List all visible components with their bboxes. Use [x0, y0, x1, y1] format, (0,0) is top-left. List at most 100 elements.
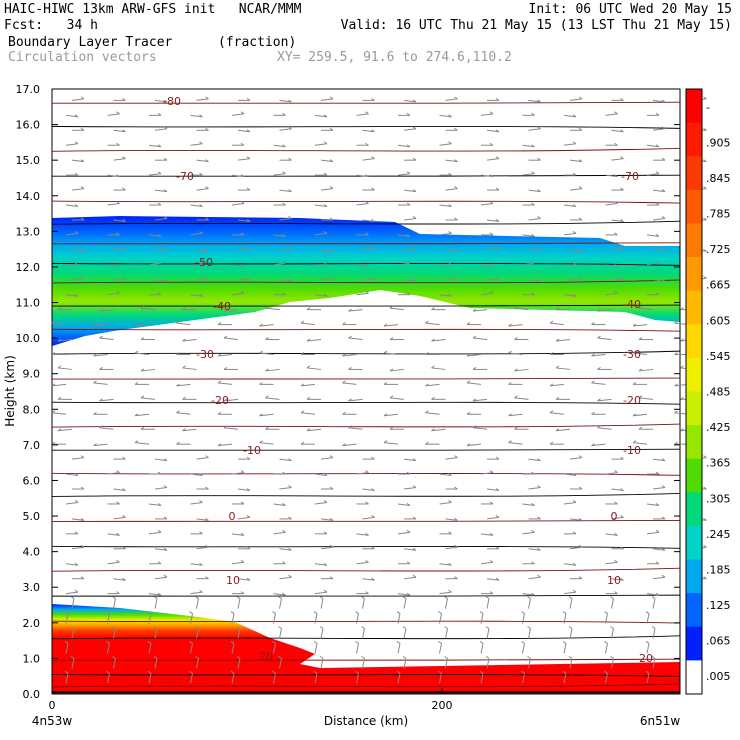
- vector-arrow: [99, 337, 114, 341]
- vector-arrowhead: [342, 353, 346, 357]
- contour-line: [51, 448, 681, 451]
- vector-arrowhead: [651, 655, 656, 659]
- vector-arrow: [65, 143, 79, 146]
- vector-arrowhead: [64, 611, 69, 614]
- vector-arrowhead: [205, 159, 209, 163]
- vector-arrowhead: [140, 426, 145, 430]
- vector-arrowhead: [620, 129, 624, 133]
- vector-arrowhead: [288, 278, 292, 282]
- vector-arrow: [480, 203, 494, 206]
- vector-arrowhead: [93, 353, 97, 357]
- vector-arrowhead: [549, 410, 554, 414]
- vector-arrowhead: [195, 596, 199, 600]
- contour-line: [51, 350, 681, 355]
- vector-arrowhead: [508, 323, 512, 327]
- vector-arrowhead: [578, 544, 583, 548]
- contour-line: [51, 620, 681, 624]
- vector-arrow: [279, 458, 292, 462]
- vector-arrow: [611, 219, 624, 222]
- vector-arrowhead: [157, 202, 162, 206]
- vector-arrow: [403, 628, 407, 639]
- vector-arrow: [190, 294, 203, 297]
- vector-arrowhead: [472, 308, 477, 312]
- vector-arrow: [397, 593, 411, 596]
- vector-arrow: [314, 143, 328, 146]
- colorbar-label: .485: [706, 386, 731, 399]
- vector-arrow: [154, 576, 168, 580]
- colorbar-swatch: [686, 626, 702, 661]
- colorbar-label: .665: [706, 279, 731, 292]
- vector-arrowhead: [655, 529, 660, 533]
- vector-arrowhead: [365, 559, 369, 563]
- vector-arrowhead: [282, 171, 286, 175]
- vector-arrowhead: [568, 655, 573, 659]
- vector-arrowhead: [189, 641, 193, 644]
- vector-arrow: [439, 204, 452, 208]
- vector-arrow: [107, 203, 120, 206]
- vector-arrowhead: [620, 277, 624, 281]
- vector-arrowhead: [655, 471, 660, 475]
- vector-arrow: [190, 232, 203, 236]
- vector-arrow: [237, 129, 251, 133]
- vector-arrowhead: [448, 473, 452, 476]
- vector-arrow: [569, 598, 573, 609]
- vector-arrowhead: [223, 367, 228, 370]
- vector-arrow: [597, 427, 612, 430]
- vector-arrowhead: [259, 413, 263, 417]
- vector-arrowhead: [597, 425, 601, 429]
- vector-arrow: [528, 576, 541, 580]
- vector-arrow: [182, 367, 197, 370]
- vector-arrow: [65, 114, 79, 118]
- vector-arrow: [652, 458, 666, 462]
- vector-arrowhead: [597, 398, 601, 402]
- vector-arrow: [397, 262, 411, 266]
- vector-arrow: [190, 143, 203, 146]
- vector-arrowhead: [329, 159, 334, 163]
- vector-arrowhead: [240, 201, 245, 204]
- vector-arrowhead: [425, 410, 429, 414]
- vector-arrow: [71, 628, 75, 639]
- vector-arrowhead: [383, 381, 388, 385]
- vector-arrowhead: [703, 576, 707, 580]
- vector-arrowhead: [323, 172, 328, 176]
- vector-arrowhead: [431, 338, 435, 342]
- vector-arrowhead: [479, 670, 484, 674]
- vector-arrow: [597, 309, 612, 312]
- contour-label: -20: [211, 394, 229, 407]
- vector-arrow: [231, 113, 245, 116]
- vector-arrowhead: [157, 171, 162, 175]
- vector-arrowhead: [246, 577, 251, 581]
- vector-arrowhead: [157, 112, 162, 116]
- vector-arrow: [279, 576, 292, 580]
- contour-line: [51, 242, 681, 245]
- vector-arrowhead: [157, 292, 162, 296]
- vector-arrow: [273, 673, 276, 684]
- vector-arrowhead: [431, 396, 435, 400]
- vector-arrow: [190, 613, 193, 624]
- vector-arrow: [362, 129, 375, 133]
- vector-arrowhead: [112, 596, 116, 600]
- vector-arrow: [113, 129, 126, 133]
- vector-arrowhead: [288, 547, 292, 551]
- vector-arrow: [148, 643, 152, 654]
- x-axis-label: Distance (km): [324, 714, 408, 728]
- vector-arrow: [107, 174, 120, 178]
- vector-arrowhead: [508, 350, 512, 354]
- vector-arrowhead: [282, 503, 286, 506]
- vector-arrowhead: [163, 189, 168, 192]
- plot-frame: [51, 88, 681, 695]
- vector-arrowhead: [674, 383, 678, 387]
- vector-arrow: [154, 189, 168, 193]
- vector-arrowhead: [205, 455, 209, 459]
- vector-arrowhead: [514, 305, 518, 309]
- vector-arrow: [279, 128, 292, 131]
- vector-arrowhead: [57, 307, 62, 311]
- vector-arrow: [107, 292, 120, 296]
- vector-arrowhead: [703, 96, 707, 100]
- y-tick-label: 14.0: [16, 190, 41, 203]
- vector-arrowhead: [189, 611, 193, 614]
- vector-arrow: [528, 217, 541, 221]
- vector-arrow: [555, 367, 571, 370]
- vector-arrowhead: [527, 655, 531, 659]
- vector-arrow: [231, 533, 245, 536]
